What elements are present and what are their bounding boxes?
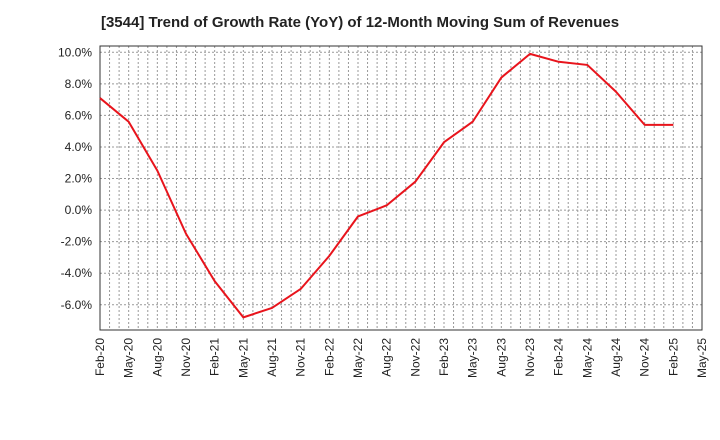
x-axis-tick-labels: Feb-20 May-20 Aug-20 Nov-20 Feb-21 May-21 Aug-… xyxy=(93,338,709,378)
y-tick-label: 4.0% xyxy=(65,140,93,154)
x-tick-label: Feb-21 xyxy=(208,338,222,376)
x-tick-label: Nov-20 xyxy=(179,338,193,377)
x-tick-label: Nov-24 xyxy=(638,338,652,377)
x-tick-label: Feb-20 xyxy=(93,338,107,376)
y-tick-label: -6.0% xyxy=(61,298,93,312)
x-tick-label: Feb-24 xyxy=(552,338,566,376)
y-tick-label: 6.0% xyxy=(65,108,93,122)
x-tick-label: Aug-20 xyxy=(150,338,164,377)
y-tick-label: 8.0% xyxy=(65,77,93,91)
plot-frame xyxy=(99,45,703,331)
x-tick-label: May-25 xyxy=(695,338,709,378)
y-tick-label: -2.0% xyxy=(61,235,93,249)
series-group xyxy=(99,52,674,319)
x-tick-label: Feb-25 xyxy=(666,338,680,376)
x-tick-label: Aug-23 xyxy=(494,338,508,377)
x-tick-label: Nov-22 xyxy=(408,338,422,377)
x-tick-label: Nov-21 xyxy=(294,338,308,377)
x-tick-label: May-21 xyxy=(236,338,250,378)
grid-lines xyxy=(100,46,702,330)
series-line xyxy=(99,52,674,319)
x-tick-label: Nov-23 xyxy=(523,338,537,377)
y-tick-label: 2.0% xyxy=(65,172,93,186)
x-tick-label: May-22 xyxy=(351,338,365,378)
chart-title: [3544] Trend of Growth Rate (YoY) of 12-… xyxy=(100,14,620,31)
x-tick-label: May-20 xyxy=(122,338,136,378)
x-tick-label: Aug-22 xyxy=(380,338,394,377)
x-tick-label: May-23 xyxy=(466,338,480,378)
x-tick-label: Feb-23 xyxy=(437,338,451,376)
y-tick-label: 0.0% xyxy=(65,203,93,217)
y-tick-label: -4.0% xyxy=(61,266,93,280)
y-axis-tick-labels: 10.0% 8.0% 6.0% 4.0% 2.0% 0.0% -2.0% -4.0% -6.0% xyxy=(58,45,92,311)
x-tick-label: Aug-21 xyxy=(265,338,279,377)
y-tick-label: 10.0% xyxy=(58,45,92,59)
x-tick-label: Aug-24 xyxy=(609,338,623,377)
x-tick-label: May-24 xyxy=(580,338,594,378)
x-tick-label: Feb-22 xyxy=(322,338,336,376)
